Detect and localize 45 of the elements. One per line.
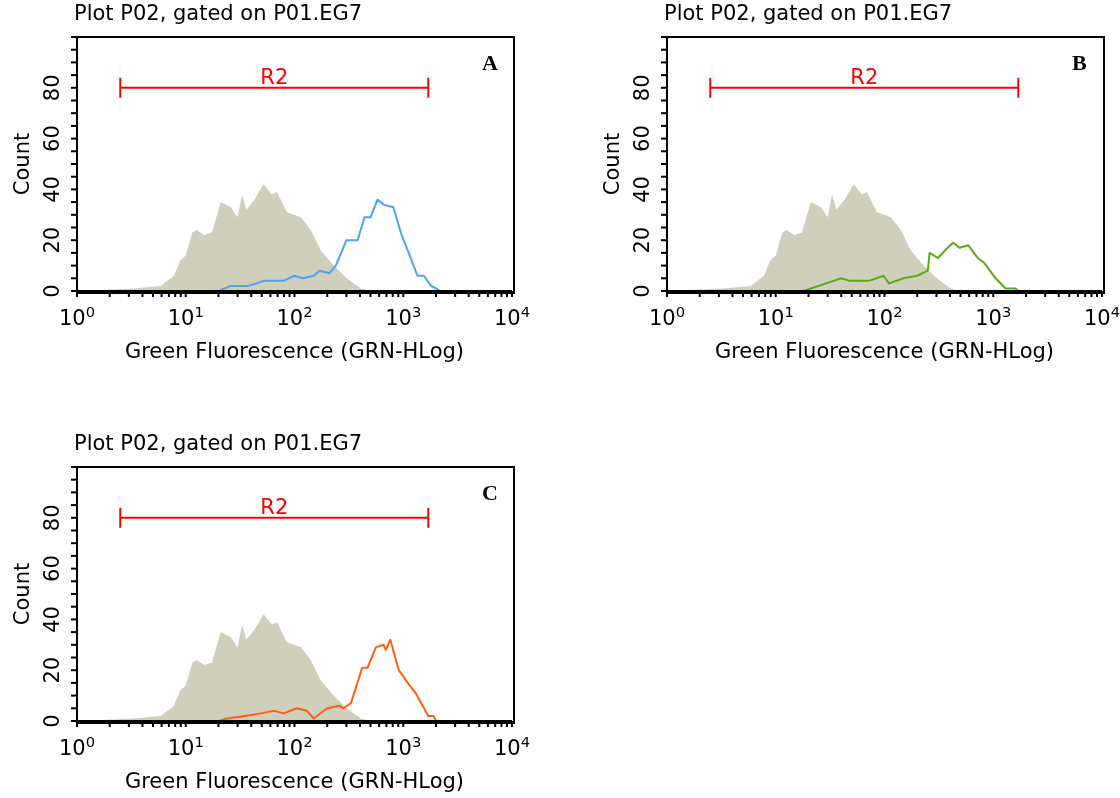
y-tick-label: 60 (630, 125, 654, 152)
y-tick-label: 40 (40, 606, 64, 633)
y-tick-label: 20 (40, 226, 64, 254)
y-tick-label: 80 (630, 74, 654, 102)
y-tick-label: 40 (630, 176, 654, 203)
series-label: R2 (850, 64, 879, 89)
x-tick-label: 10$^{3}$ (385, 302, 422, 330)
y-tick-label: 40 (40, 176, 64, 203)
x-axis-title: Green Fluorescence (GRN-HLog) (124, 339, 465, 363)
y-axis-title: Count (10, 132, 35, 196)
y-tick-label: 60 (40, 125, 64, 152)
x-tick-label: 10$^{0}$ (648, 302, 686, 330)
y-tick-label: 80 (40, 74, 64, 102)
y-tick-label: 80 (40, 504, 64, 532)
y-tick-label: 20 (630, 226, 654, 254)
x-tick-label: 10$^{3}$ (385, 732, 422, 760)
y-tick-label: 0 (630, 284, 654, 298)
chart-title: Plot P02, gated on P01.EG7 (74, 431, 363, 455)
y-tick-label: 20 (40, 656, 64, 684)
x-tick-label: 10$^{4}$ (493, 732, 531, 760)
x-tick-label: 10$^{1}$ (757, 302, 794, 330)
x-axis-title: Green Fluorescence (GRN-HLog) (714, 339, 1055, 363)
y-axis-title: Count (10, 562, 35, 626)
annotation: B (1072, 50, 1087, 75)
x-tick-label: 10$^{2}$ (866, 302, 903, 330)
x-tick-label: 10$^{3}$ (975, 302, 1012, 330)
annotation: A (482, 50, 498, 75)
series-label: R2 (260, 64, 289, 89)
y-tick-label: 0 (40, 714, 64, 728)
x-tick-label: 10$^{2}$ (276, 732, 313, 760)
y-tick-label: 0 (40, 284, 64, 298)
x-tick-label: 10$^{0}$ (58, 732, 96, 760)
chart-title: Plot P02, gated on P01.EG7 (74, 1, 363, 25)
x-tick-label: 10$^{4}$ (493, 302, 531, 330)
y-tick-label: 60 (40, 555, 64, 582)
x-tick-label: 10$^{4}$ (1083, 302, 1120, 330)
x-axis-title: Green Fluorescence (GRN-HLog) (124, 769, 465, 793)
y-axis-title: Count (600, 132, 625, 196)
series-label: R2 (260, 494, 289, 519)
annotation: C (482, 480, 498, 505)
x-tick-label: 10$^{1}$ (167, 302, 204, 330)
x-tick-label: 10$^{2}$ (276, 302, 313, 330)
x-tick-label: 10$^{1}$ (167, 732, 204, 760)
chart-title: Plot P02, gated on P01.EG7 (664, 1, 953, 25)
x-tick-label: 10$^{0}$ (58, 302, 96, 330)
